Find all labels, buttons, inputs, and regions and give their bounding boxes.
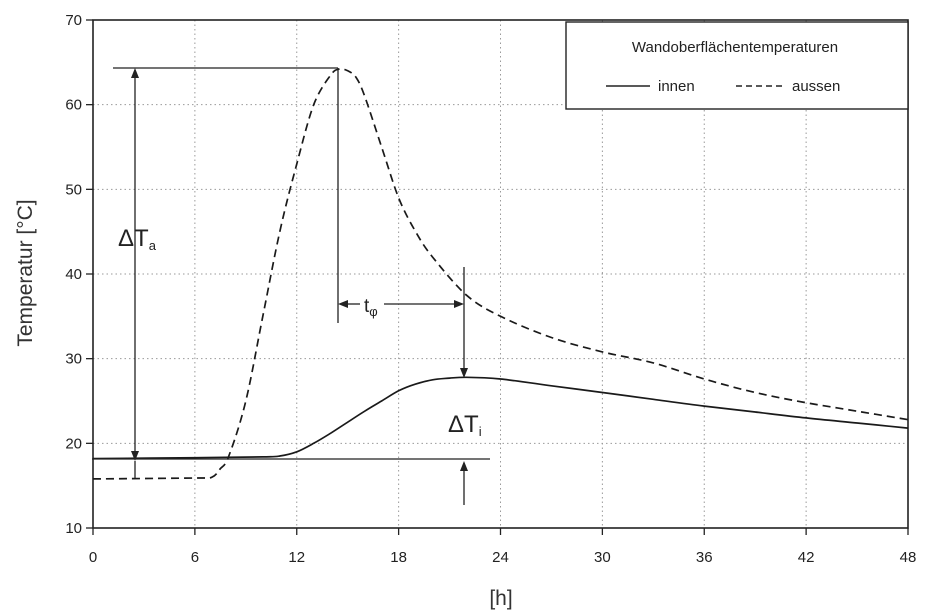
y-tick-label: 40 xyxy=(65,266,82,283)
x-tick-label: 6 xyxy=(191,549,199,566)
y-axis-label: Temperatur [°C] xyxy=(14,199,37,346)
annotations: ΔTa tφ ΔTi xyxy=(92,67,490,505)
y-tick-label: 60 xyxy=(65,97,82,114)
x-tick-label: 12 xyxy=(288,549,305,566)
x-tick-label: 30 xyxy=(594,549,611,566)
delta-a-arrow-head-top xyxy=(131,68,139,78)
legend-entry-aussen: aussen xyxy=(792,78,840,95)
t-phi-arrow-head-left xyxy=(338,300,348,308)
delta-a-arrow-head-bottom xyxy=(131,451,139,461)
legend: Wandoberflächentemperaturen innen aussen xyxy=(565,21,909,110)
legend-title: Wandoberflächentemperaturen xyxy=(632,39,838,56)
series-line-innen xyxy=(92,376,909,460)
t-phi-arrow-head-right xyxy=(454,300,464,308)
delta-i-label: ΔTi xyxy=(448,411,482,439)
y-tick-label: 50 xyxy=(65,181,82,198)
legend-entry-innen: innen xyxy=(658,78,695,95)
x-tick-label: 42 xyxy=(798,549,815,566)
x-tick-label: 36 xyxy=(696,549,713,566)
t-phi-right-line-arrow xyxy=(460,368,468,378)
t-phi-label: tφ xyxy=(364,296,378,319)
y-tick-label: 30 xyxy=(65,351,82,368)
legend-box xyxy=(565,21,909,110)
y-tick-label: 10 xyxy=(65,520,82,537)
x-tick-label: 18 xyxy=(390,549,407,566)
series-line-aussen xyxy=(92,68,909,480)
y-tick-label: 20 xyxy=(65,435,82,452)
y-tick-label: 70 xyxy=(65,12,82,29)
x-tick-label: 0 xyxy=(89,549,97,566)
x-tick-label: 24 xyxy=(492,549,509,566)
grid xyxy=(93,20,908,528)
x-axis-label: [h] xyxy=(489,587,512,610)
delta-i-arrow-head-up xyxy=(460,461,468,471)
delta-a-label: ΔTa xyxy=(118,225,157,253)
y-ticks: 10 20 30 40 50 60 70 xyxy=(65,12,93,537)
x-tick-label: 48 xyxy=(900,549,917,566)
series-group xyxy=(92,68,909,480)
x-ticks: 0 6 12 18 24 30 36 42 48 xyxy=(89,528,917,566)
